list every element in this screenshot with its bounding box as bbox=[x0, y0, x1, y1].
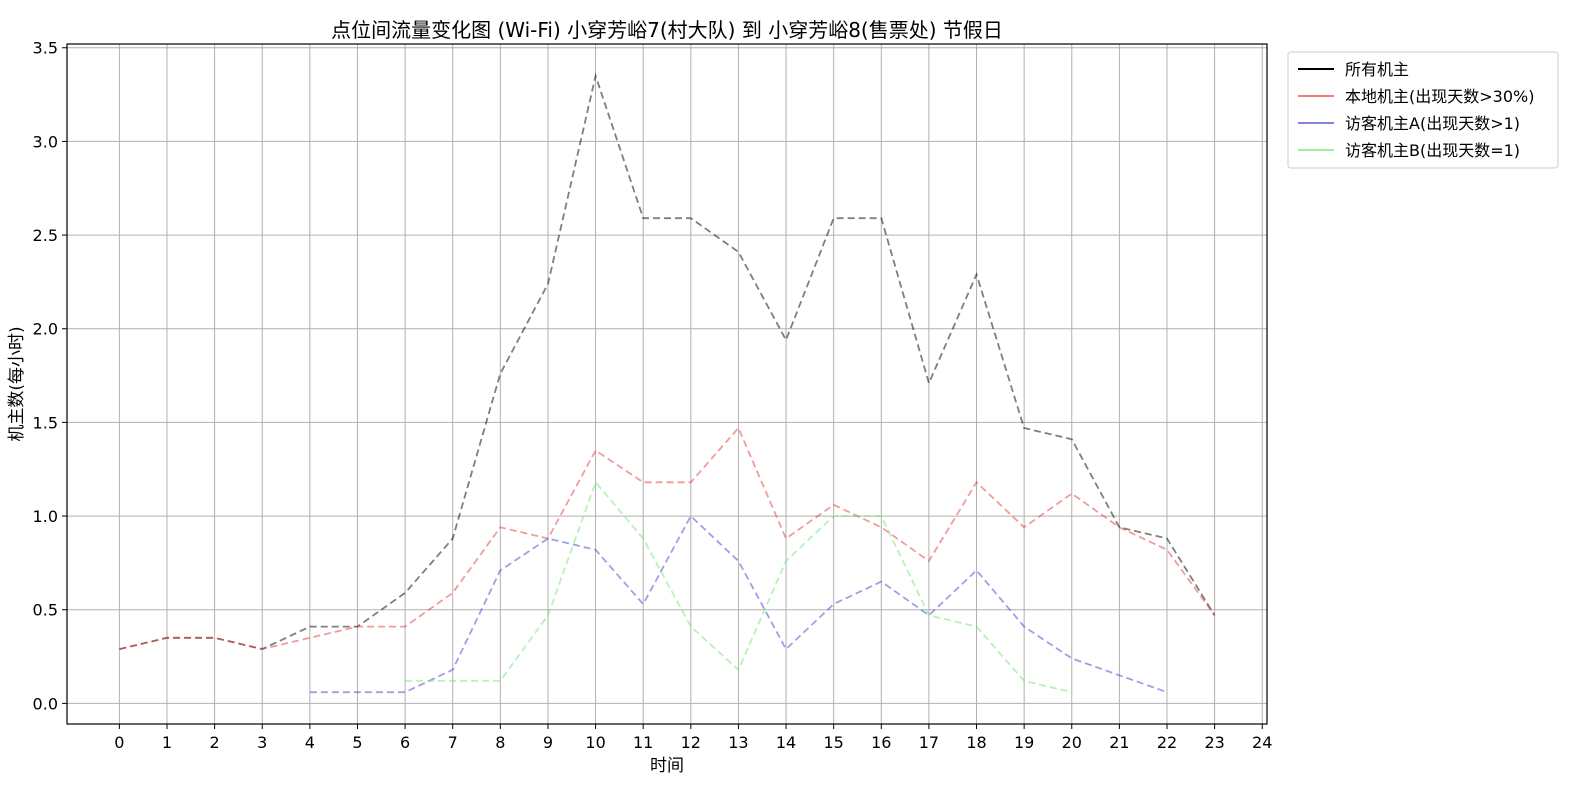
series-line-1 bbox=[119, 426, 1216, 651]
y-tick-label: 0.5 bbox=[33, 601, 58, 620]
x-tick-label: 14 bbox=[776, 733, 796, 752]
x-tick-label: 10 bbox=[585, 733, 605, 752]
x-tick-label: 24 bbox=[1252, 733, 1272, 752]
x-tick-label: 3 bbox=[257, 733, 267, 752]
series-lines bbox=[119, 72, 1216, 694]
x-tick-label: 2 bbox=[210, 733, 220, 752]
x-tick-label: 12 bbox=[681, 733, 701, 752]
series-line-0 bbox=[119, 72, 1216, 651]
y-axis-ticks: 0.0 0.5 1.0 1.5 2.0 2.5 3.0 3.5 bbox=[33, 39, 67, 713]
x-tick-label: 7 bbox=[448, 733, 458, 752]
x-tick-label: 8 bbox=[495, 733, 505, 752]
x-tick-label: 1 bbox=[162, 733, 172, 752]
legend-label: 访客机主B(出现天数=1) bbox=[1345, 141, 1520, 160]
x-tick-label: 19 bbox=[1014, 733, 1034, 752]
series-line-2 bbox=[309, 514, 1168, 694]
series-line-3 bbox=[405, 480, 1073, 694]
legend-label: 所有机主 bbox=[1345, 60, 1409, 79]
y-tick-label: 3.0 bbox=[33, 132, 58, 151]
x-tick-label: 5 bbox=[352, 733, 362, 752]
y-tick-label: 3.5 bbox=[33, 39, 58, 58]
x-tick-label: 0 bbox=[114, 733, 124, 752]
x-tick-label: 11 bbox=[633, 733, 653, 752]
legend-box bbox=[1287, 51, 1559, 169]
x-tick-label: 23 bbox=[1204, 733, 1224, 752]
plot-frame bbox=[66, 43, 1268, 725]
legend-label: 访客机主A(出现天数>1) bbox=[1345, 114, 1520, 133]
x-tick-label: 17 bbox=[919, 733, 939, 752]
y-tick-label: 1.5 bbox=[33, 413, 58, 432]
x-tick-label: 13 bbox=[728, 733, 748, 752]
x-axis-ticks: 0 1 2 3 4 5 6 7 8 9 10 11 12 13 14 15 16 17 18 19 20 21 22 23 24 bbox=[114, 724, 1272, 752]
x-tick-label: 20 bbox=[1062, 733, 1082, 752]
x-tick-label: 22 bbox=[1157, 733, 1177, 752]
x-tick-label: 9 bbox=[543, 733, 553, 752]
y-tick-label: 0.0 bbox=[33, 694, 58, 713]
x-tick-label: 15 bbox=[823, 733, 843, 752]
y-tick-label: 2.0 bbox=[33, 320, 58, 339]
legend-label: 本地机主(出现天数>30%) bbox=[1345, 87, 1534, 106]
x-tick-label: 4 bbox=[305, 733, 315, 752]
y-axis-label: 机主数(每小时) bbox=[7, 326, 27, 441]
chart-title: 点位间流量变化图 (Wi-Fi) 小穿芳峪7(村大队) 到 小穿芳峪8(售票处)… bbox=[331, 18, 1003, 42]
grid-lines bbox=[67, 44, 1267, 724]
y-tick-label: 2.5 bbox=[33, 226, 58, 245]
x-tick-label: 18 bbox=[966, 733, 986, 752]
y-tick-label: 1.0 bbox=[33, 507, 58, 526]
x-tick-label: 21 bbox=[1109, 733, 1129, 752]
x-tick-label: 6 bbox=[400, 733, 410, 752]
x-axis-label: 时间 bbox=[650, 756, 684, 776]
x-tick-label: 16 bbox=[871, 733, 891, 752]
